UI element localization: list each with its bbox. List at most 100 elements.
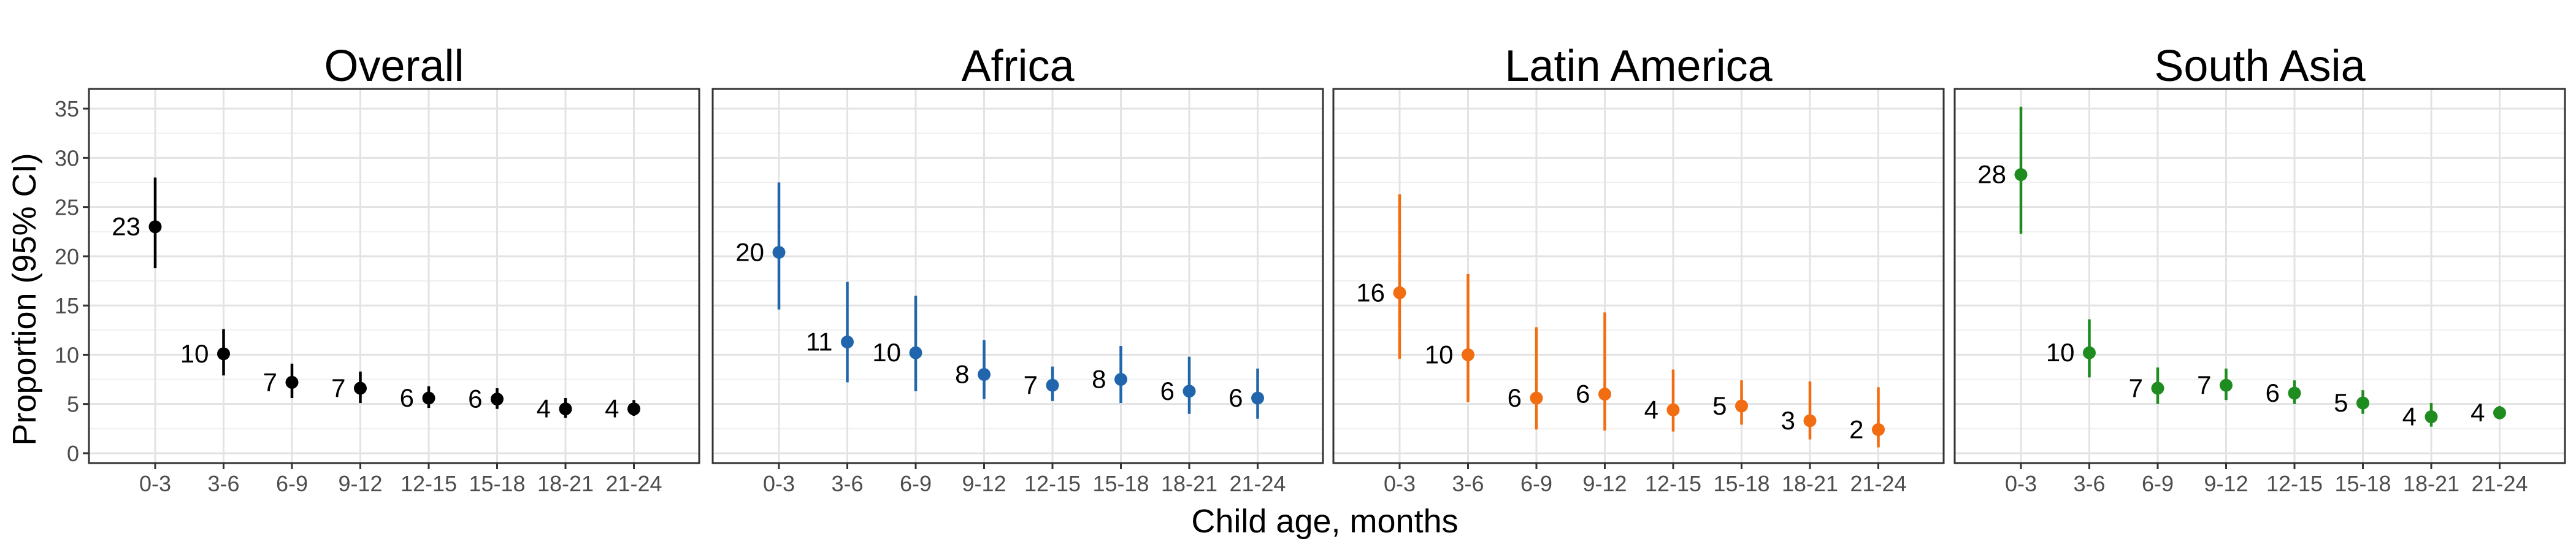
data-label: 7 — [1024, 370, 1038, 399]
y-tick-label: 25 — [55, 195, 79, 220]
data-point — [2220, 378, 2233, 392]
x-tick-label: 21-24 — [605, 471, 662, 496]
x-tick-label: 3-6 — [831, 471, 863, 496]
x-tick-label: 21-24 — [1229, 471, 1286, 496]
data-point — [978, 368, 991, 381]
panel-background — [1955, 89, 2565, 463]
x-tick-label: 3-6 — [207, 471, 239, 496]
panel-africa: Africa 20 11 10 8 7 8 6 6 0-3 3-6 6-9 9-12 12-15 15-18… — [711, 42, 1324, 496]
data-label: 11 — [806, 328, 833, 356]
x-tick-label: 18-21 — [1782, 471, 1838, 496]
y-tick-label: 15 — [55, 293, 79, 318]
data-label: 7 — [2197, 370, 2211, 399]
data-point — [1462, 348, 1474, 361]
y-axis-title: Proportion (95% CI) — [6, 153, 43, 445]
x-tick-label: 6-9 — [1520, 471, 1552, 496]
data-label: 20 — [735, 237, 764, 266]
data-label: 6 — [1508, 383, 1522, 412]
data-point — [1251, 391, 1264, 405]
data-label: 16 — [1356, 278, 1385, 307]
data-point — [2288, 386, 2301, 400]
y-tick-label: 10 — [55, 342, 79, 367]
x-tick-label: 0-3 — [763, 471, 795, 496]
data-label: 8 — [955, 360, 969, 389]
panel-title: Overall — [324, 42, 464, 91]
x-tick-label: 12-15 — [1645, 471, 1701, 496]
data-point — [1393, 286, 1406, 299]
x-tick-label: 15-18 — [469, 471, 525, 496]
data-point — [2425, 410, 2438, 424]
panel-border — [1332, 88, 1945, 464]
data-label: 4 — [2471, 398, 2485, 427]
data-point — [1183, 385, 1196, 398]
y-tick-label: 35 — [55, 96, 79, 121]
data-label: 10 — [1425, 340, 1454, 369]
data-point — [148, 220, 162, 234]
panel-background — [713, 89, 1323, 463]
x-tick-label: 9-12 — [338, 471, 382, 496]
data-label: 6 — [1229, 383, 1243, 412]
panel-title: South Asia — [2154, 42, 2366, 91]
panel-background — [89, 89, 699, 463]
x-tick-label: 0-3 — [139, 471, 171, 496]
y-tick-label: 5 — [67, 392, 79, 417]
data-point — [627, 402, 640, 416]
x-tick-label: 15-18 — [2334, 471, 2391, 496]
x-tick-label: 12-15 — [1024, 471, 1081, 496]
x-tick-label: 12-15 — [2266, 471, 2323, 496]
panel-title: Africa — [961, 42, 1075, 91]
data-label: 8 — [1092, 365, 1106, 394]
x-tick-label: 15-18 — [1713, 471, 1769, 496]
data-label: 4 — [1644, 395, 1658, 424]
data-point — [1872, 423, 1885, 436]
data-point — [772, 245, 786, 259]
data-label: 5 — [1712, 391, 1727, 420]
data-point — [1735, 399, 1748, 413]
panel-south-asia: South Asia 28 10 7 7 6 5 4 4 0-3 3-6 6-9 9-12 12-15 15… — [1953, 42, 2566, 496]
data-point — [559, 402, 572, 416]
data-point — [1666, 403, 1680, 416]
x-tick-label: 9-12 — [962, 471, 1006, 496]
data-point — [2083, 346, 2096, 359]
data-label: 28 — [1977, 160, 2006, 189]
data-label: 6 — [2266, 378, 2280, 407]
data-point — [2493, 406, 2506, 420]
data-label: 4 — [2402, 402, 2417, 431]
x-tick-label: 18-21 — [537, 471, 594, 496]
data-label: 4 — [605, 394, 619, 423]
data-point — [1530, 391, 1543, 405]
data-label: 10 — [872, 338, 901, 367]
data-label: 6 — [1160, 377, 1175, 405]
panel-border — [711, 88, 1324, 464]
data-point — [909, 346, 922, 359]
panel-border — [88, 88, 700, 464]
data-point — [1114, 373, 1127, 386]
x-tick-label: 6-9 — [2142, 471, 2174, 496]
data-label: 2 — [1849, 415, 1863, 443]
data-point — [1046, 378, 1059, 392]
x-tick-label: 9-12 — [2204, 471, 2248, 496]
data-point — [2151, 381, 2164, 395]
data-point — [217, 347, 230, 361]
data-point — [285, 375, 299, 389]
x-axis-title: Child age, months — [1191, 503, 1458, 540]
data-point — [422, 391, 435, 405]
x-tick-label: 15-18 — [1092, 471, 1149, 496]
panel-border — [1953, 88, 2566, 464]
data-label: 4 — [537, 394, 551, 423]
data-label: 7 — [2129, 374, 2143, 402]
y-tick-label: 0 — [67, 441, 79, 466]
x-tick-label: 0-3 — [2005, 471, 2037, 496]
data-label: 6 — [468, 385, 482, 413]
panel-overall: Overall 23 10 7 7 6 6 4 4 0-3 3-6 6-9 9-12 12-15 15-18… — [55, 42, 700, 496]
data-point — [491, 393, 504, 406]
data-point — [1598, 388, 1611, 401]
x-tick-label: 9-12 — [1582, 471, 1627, 496]
data-label: 6 — [1576, 380, 1590, 408]
data-label: 23 — [112, 212, 140, 241]
data-label: 3 — [1781, 406, 1795, 435]
data-point — [2356, 396, 2369, 410]
data-label: 7 — [263, 367, 277, 396]
data-point — [1803, 414, 1817, 427]
